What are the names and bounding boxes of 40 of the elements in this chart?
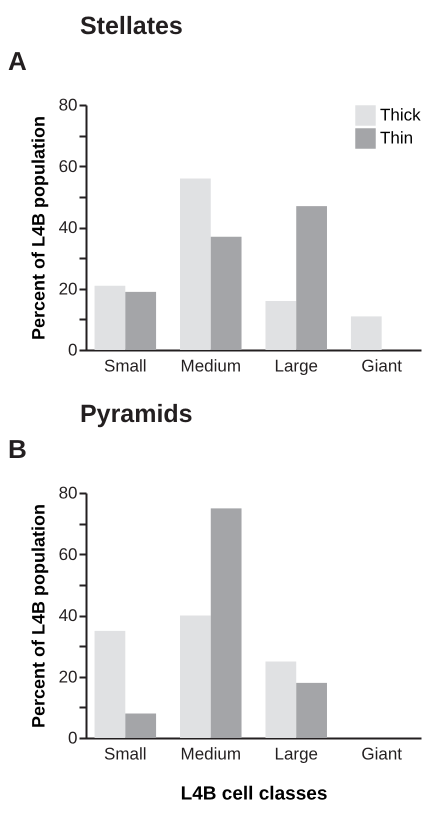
y-tick-label: 20: [58, 667, 78, 686]
y-tick-label: 80: [58, 96, 78, 114]
y-tick-label: 20: [58, 279, 78, 298]
bar: [210, 236, 242, 350]
x-axis-title: L4B cell classes: [180, 784, 328, 804]
y-tick-label: 80: [58, 484, 78, 502]
x-tick-label: Medium: [180, 356, 242, 376]
text: B: [8, 434, 27, 464]
bar: [265, 661, 296, 738]
x-tick-label: Giant: [361, 744, 402, 764]
x-tick-label: Small: [104, 356, 147, 376]
x-tick-label: Large: [274, 744, 318, 764]
bar: [296, 682, 327, 738]
legend-label: Thick: [380, 106, 422, 124]
x-tick-label: Large: [274, 356, 318, 376]
x-tick-label: Giant: [361, 356, 402, 376]
bar: [296, 206, 327, 350]
x-tick-label: Small: [104, 744, 147, 764]
bar: [210, 508, 242, 738]
bar: [180, 616, 211, 738]
y-tick-label: 0: [68, 728, 78, 748]
bar: [350, 316, 382, 350]
y-tick-label: 0: [68, 340, 78, 360]
y-tick-label: 60: [58, 544, 78, 564]
bar: [265, 301, 296, 350]
chart-title: Pyramids: [80, 400, 193, 428]
y-axis-title: Percent of L4B population: [28, 504, 49, 728]
x-tick-label: Medium: [180, 744, 242, 764]
text: A: [8, 46, 27, 76]
y-tick-label: 40: [58, 218, 78, 237]
bar: [180, 178, 211, 350]
bar: [125, 714, 156, 738]
y-axis-title: Percent of L4B population: [28, 116, 49, 340]
bar: [94, 630, 126, 738]
y-tick-label: 40: [58, 606, 78, 625]
chart-title: Stellates: [80, 12, 183, 40]
bar: [125, 292, 156, 350]
legend-label: Thin: [380, 128, 414, 148]
bar: [94, 286, 126, 350]
y-tick-label: 60: [58, 156, 78, 176]
